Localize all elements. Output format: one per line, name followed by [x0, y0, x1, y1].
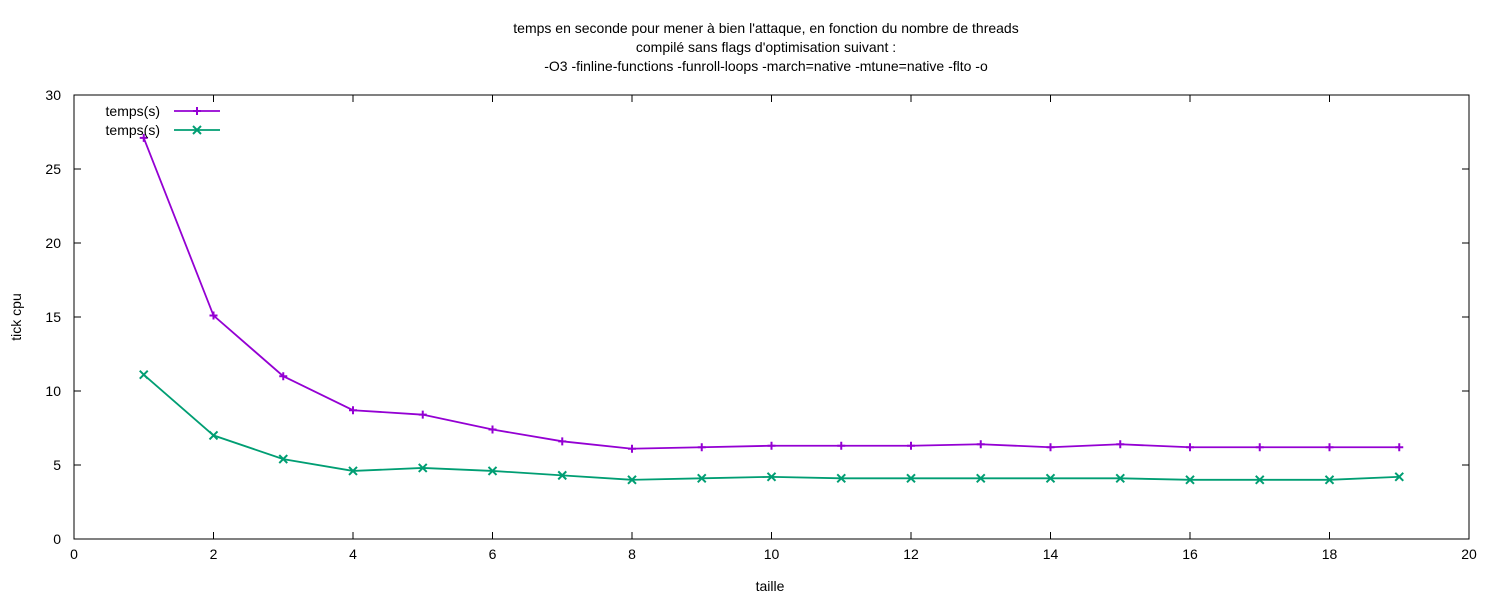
- data-point: [557, 470, 567, 481]
- data-point: [1185, 475, 1195, 485]
- data-point: [906, 473, 916, 484]
- y-tick-label: 10: [45, 383, 61, 399]
- data-point: [766, 472, 777, 482]
- x-tick-label: 12: [903, 546, 919, 562]
- data-point: [278, 454, 288, 464]
- data-point: [628, 444, 636, 453]
- data-point: [1255, 443, 1264, 452]
- series-1: [139, 133, 1404, 453]
- y-tick-label: 25: [45, 161, 61, 177]
- legend-label: temps(s): [106, 103, 160, 119]
- title-line-1: temps en seconde pour mener à bien l'att…: [513, 20, 1018, 36]
- title-line-2: compilé sans flags d'optimisation suivan…: [636, 39, 896, 55]
- data-point: [418, 410, 427, 419]
- data-point: [139, 133, 148, 142]
- legend-label: temps(s): [106, 122, 160, 138]
- data-point: [1325, 443, 1334, 452]
- data-point: [348, 466, 358, 476]
- data-point: [697, 473, 707, 484]
- x-tick-label: 0: [70, 546, 78, 562]
- x-tick-label: 8: [628, 546, 636, 562]
- data-point: [767, 441, 776, 450]
- chart-title: temps en seconde pour mener à bien l'att…: [513, 20, 1018, 74]
- y-tick-label: 30: [45, 87, 61, 103]
- y-axis: 0 5 10 15 20 25 30: [45, 87, 1469, 547]
- data-point: [1115, 473, 1125, 484]
- x-tick-label: 20: [1461, 546, 1477, 562]
- y-tick-label: 15: [45, 309, 61, 325]
- data-point: [209, 311, 218, 320]
- x-tick-label: 10: [764, 546, 780, 562]
- data-point: [208, 430, 219, 441]
- data-point: [418, 463, 428, 473]
- x-tick-label: 6: [489, 546, 497, 562]
- y-tick-label: 0: [53, 531, 61, 547]
- x-axis: 0 2 4 6 8 10 12 14 16 18 20: [70, 95, 1477, 562]
- x-axis-label: taille: [756, 578, 785, 594]
- x-tick-label: 16: [1182, 546, 1198, 562]
- data-point: [1046, 443, 1055, 452]
- data-point: [1045, 473, 1056, 484]
- series-line: [143, 374, 1400, 481]
- y-tick-label: 5: [53, 457, 61, 473]
- data-point: [558, 437, 567, 446]
- legend: temps(s) temps(s): [106, 103, 220, 138]
- data-point: [836, 473, 846, 484]
- data-point: [488, 425, 497, 434]
- data-point: [1395, 443, 1404, 452]
- data-point: [1324, 475, 1335, 485]
- legend-marker: [193, 107, 201, 115]
- data-point: [837, 441, 846, 450]
- data-point: [1255, 475, 1265, 485]
- data-point: [1186, 443, 1194, 452]
- data-point: [139, 370, 149, 380]
- series-line: [142, 137, 1400, 450]
- data-point: [279, 372, 288, 381]
- data-point: [487, 466, 498, 476]
- series-2: [139, 370, 1404, 485]
- title-line-3: -O3 -finline-functions -funroll-loops -m…: [544, 58, 988, 74]
- y-tick-label: 20: [45, 235, 61, 251]
- series-layer: [139, 133, 1404, 485]
- data-point: [1394, 472, 1404, 482]
- x-tick-label: 2: [210, 546, 218, 562]
- data-point: [697, 443, 706, 452]
- plot-frame: [73, 94, 1470, 540]
- data-point: [1116, 440, 1125, 449]
- x-tick-label: 14: [1043, 546, 1059, 562]
- data-point: [907, 441, 915, 450]
- y-axis-label: tick cpu: [8, 293, 24, 340]
- data-point: [627, 475, 637, 485]
- data-point: [976, 473, 986, 484]
- x-tick-label: 4: [349, 546, 357, 562]
- legend-marker: [192, 125, 202, 135]
- data-point: [976, 440, 985, 449]
- x-tick-label: 18: [1322, 546, 1338, 562]
- data-point: [349, 406, 357, 415]
